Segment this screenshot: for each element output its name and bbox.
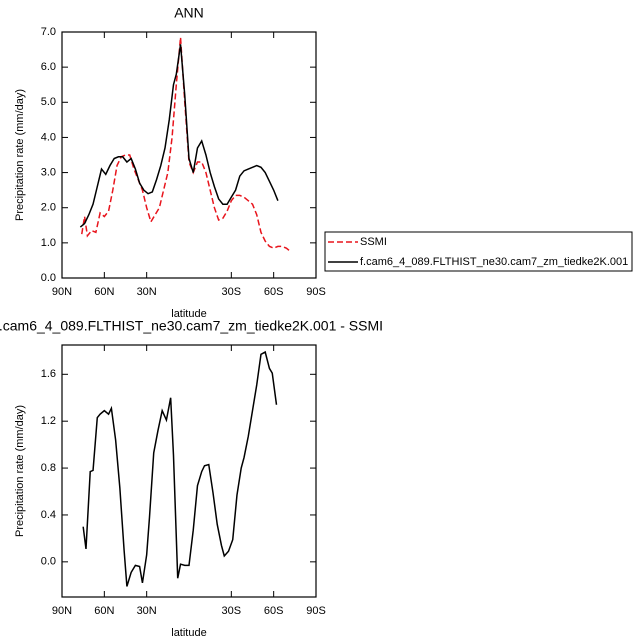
x-tick-label: 90S [306, 605, 326, 617]
y-tick-label: 3.0 [41, 166, 56, 178]
y-tick-label: 5.0 [41, 96, 56, 108]
legend-label: SSMI [360, 236, 387, 248]
legend-box [324, 231, 633, 272]
y-axis-label: Precipitation rate (mm/day) [14, 89, 26, 221]
y-tick-label: 2.0 [41, 202, 56, 214]
data-line [81, 37, 292, 253]
x-tick-label: 30S [222, 605, 242, 617]
y-tick-label: 0.4 [41, 509, 56, 521]
y-tick-label: 0.0 [41, 556, 56, 568]
y-tick-label: 4.0 [41, 131, 56, 143]
x-tick-label: 60S [264, 605, 284, 617]
x-tick-label: 60S [264, 286, 284, 298]
x-tick-label: 30S [222, 286, 242, 298]
y-axis-label: Precipitation rate (mm/day) [14, 405, 26, 537]
x-tick-label: 60N [94, 286, 114, 298]
data-line [79, 44, 279, 228]
y-tick-label: 6.0 [41, 61, 56, 73]
x-tick-label: 90N [52, 286, 72, 298]
x-tick-label: 90S [306, 286, 326, 298]
x-tick-label: 90N [52, 605, 72, 617]
chart-title: f.cam6_4_089.FLTHIST_ne30.cam7_zm_tiedke… [0, 318, 383, 334]
x-tick-label: 30N [137, 286, 157, 298]
plot-frame [61, 31, 317, 279]
chart-title: ANN [174, 5, 204, 21]
legend-label: f.cam6_4_089.FLTHIST_ne30.cam7_zm_tiedke… [360, 256, 628, 268]
y-tick-label: 0.0 [41, 272, 56, 284]
x-tick-label: 60N [94, 605, 114, 617]
y-tick-label: 7.0 [41, 26, 56, 38]
y-tick-label: 1.6 [41, 368, 56, 380]
x-tick-label: 30N [137, 605, 157, 617]
y-tick-label: 1.0 [41, 237, 56, 249]
y-tick-label: 1.2 [41, 415, 56, 427]
x-axis-label: latitude [171, 627, 206, 639]
x-axis-label: latitude [171, 308, 206, 320]
data-line [82, 350, 278, 587]
y-tick-label: 0.8 [41, 462, 56, 474]
plot-frame [61, 344, 317, 598]
